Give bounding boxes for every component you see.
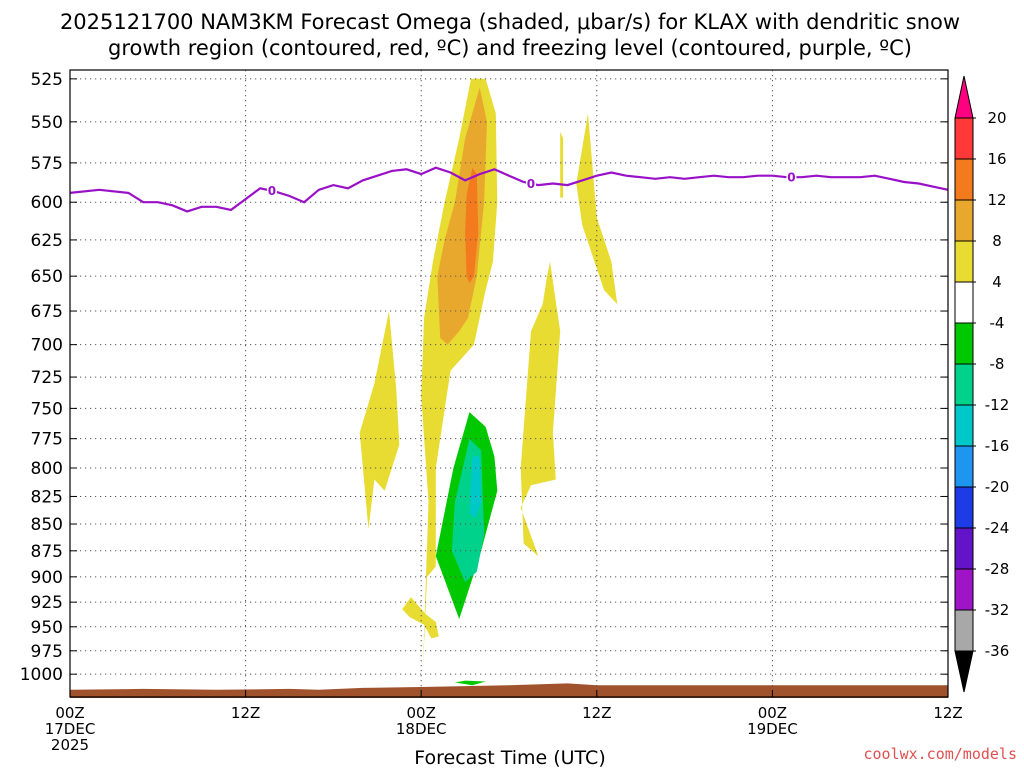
- website-credit[interactable]: coolwx.com/models: [863, 745, 1017, 763]
- freezing-level-label-bg: [786, 170, 797, 185]
- colorbar-box-4: [954, 240, 974, 283]
- colorbar-label--8: -8: [990, 355, 1005, 373]
- colorbar-box-12: [954, 568, 974, 611]
- omega-region-bottom-left-yellow: [402, 597, 439, 639]
- colorbar-label-4: 4: [992, 273, 1002, 291]
- colorbar-label-20: 20: [987, 109, 1006, 127]
- y-tick-label-975: 975: [31, 642, 63, 662]
- y-tick-label-700: 700: [31, 336, 63, 356]
- colorbar-label--36: -36: [985, 642, 1010, 660]
- x-tick-label-12-1: 12Z: [231, 704, 260, 722]
- colorbar-label--12: -12: [985, 396, 1010, 414]
- y-tick-label-725: 725: [31, 368, 63, 388]
- colorbar-label--16: -16: [985, 437, 1010, 455]
- y-tick-label-825: 825: [31, 487, 63, 507]
- colorbar-label-16: 16: [987, 150, 1006, 168]
- omega-shading-layer: [359, 78, 618, 686]
- x-tick-label-24-1: 00Z: [407, 704, 436, 722]
- x-tick-label-0-1: 00Z: [55, 704, 84, 722]
- omega-region-thin-strip-yellow: [560, 131, 564, 198]
- colorbar-box-9: [954, 445, 974, 488]
- y-axis: 525 550 575 600 625 650 675 700 725 750 775 800 825 8…: [20, 70, 948, 685]
- x-tick-label-36-1: 12Z: [582, 704, 611, 722]
- colorbar-box-7: [954, 363, 974, 406]
- y-tick-label-550: 550: [31, 113, 63, 133]
- y-tick-label-1000: 1000: [20, 665, 63, 685]
- colorbar-box-13: [954, 609, 974, 652]
- omega-region-main-plume-orange: [437, 87, 487, 345]
- colorbar-box-11: [954, 527, 974, 570]
- y-tick-label-600: 600: [31, 193, 63, 213]
- colorbar-box-2: [954, 158, 974, 201]
- y-tick-label-950: 950: [31, 618, 63, 638]
- freezing-level-label-bg: [266, 183, 277, 198]
- y-tick-label-900: 900: [31, 568, 63, 588]
- y-tick-label-925: 925: [31, 593, 63, 613]
- freezing-level-line: [69, 166, 949, 213]
- terrain-surface: [70, 683, 948, 698]
- chart-title-line-2: growth region (contoured, red, ºC) and f…: [108, 36, 912, 60]
- y-tick-label-750: 750: [31, 399, 63, 419]
- terrain-layer: [70, 683, 948, 698]
- colorbar-bottom-arrow: [954, 650, 974, 693]
- omega-region-right-band-yellow: [520, 261, 561, 557]
- freezing-level-label-bg: [525, 176, 536, 191]
- colorbar-box-5: [954, 281, 974, 324]
- x-tick-label-60-1: 12Z: [933, 704, 962, 722]
- y-tick-label-575: 575: [31, 154, 63, 174]
- colorbar-label--20: -20: [985, 478, 1010, 496]
- freezing-level-label: 0: [268, 184, 276, 198]
- colorbar-label--32: -32: [985, 601, 1010, 619]
- omega-region-downward-cyan: [469, 456, 482, 519]
- x-tick-label-0-2: 17DEC: [45, 720, 96, 738]
- grid-layer: [69, 70, 949, 697]
- y-tick-label-800: 800: [31, 459, 63, 479]
- colorbar-label--28: -28: [985, 560, 1010, 578]
- freezing-level-label: 0: [527, 177, 535, 191]
- x-tick-label-48-1: 00Z: [758, 704, 787, 722]
- y-tick-label-675: 675: [31, 302, 63, 322]
- colorbar-box-3: [954, 199, 974, 242]
- x-tick-label-0-3: 2025: [51, 736, 89, 754]
- colorbar-label--4: -4: [990, 314, 1005, 332]
- x-tick-label-48-2: 19DEC: [747, 720, 798, 738]
- chart-title-line-1: 2025121700 NAM3KM Forecast Omega (shaded…: [60, 10, 960, 34]
- freezing-level-layer: 0 0 0: [69, 166, 949, 213]
- colorbar-label--24: -24: [985, 519, 1010, 537]
- colorbar-box-8: [954, 404, 974, 447]
- colorbar-label-12: 12: [987, 191, 1006, 209]
- omega-region-core-dark-orange: [465, 167, 479, 284]
- y-tick-label-850: 850: [31, 515, 63, 535]
- x-axis-title: Forecast Time (UTC): [414, 747, 605, 768]
- colorbar-box-10: [954, 486, 974, 529]
- colorbar-top-arrow: [954, 75, 974, 119]
- y-tick-label-625: 625: [31, 231, 63, 251]
- colorbar-box-6: [954, 322, 974, 365]
- plot-frame: [69, 69, 949, 698]
- colorbar-label-8: 8: [992, 232, 1002, 250]
- freezing-level-label: 0: [787, 171, 795, 185]
- x-tick-label-24-2: 18DEC: [396, 720, 447, 738]
- omega-region-surface-green-blob: [454, 680, 486, 686]
- omega-region-far-right-yellow: [576, 113, 618, 305]
- colorbar-box-1: [954, 117, 974, 160]
- y-tick-label-875: 875: [31, 542, 63, 562]
- omega-region-left-band-yellow: [359, 311, 400, 530]
- y-tick-label-525: 525: [31, 70, 63, 90]
- y-tick-label-650: 650: [31, 267, 63, 287]
- colorbar: 20 16 12 8 4 -4 -8 -12 -16 -20 -24 -28 -32 -36: [954, 75, 1010, 693]
- y-tick-label-775: 775: [31, 430, 63, 450]
